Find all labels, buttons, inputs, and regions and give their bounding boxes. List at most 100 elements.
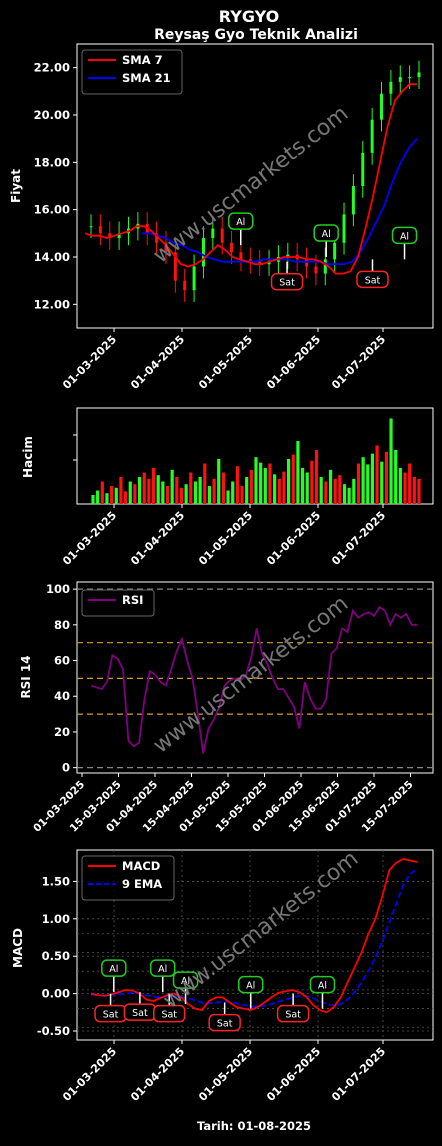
macd-ytick-label: 1.50 bbox=[42, 874, 70, 888]
macd-signal-5-box bbox=[172, 971, 199, 989]
macd-signal-1-label: Al bbox=[109, 964, 118, 975]
volume-bar bbox=[291, 454, 295, 504]
volume-bar bbox=[259, 462, 263, 504]
volume-bar bbox=[296, 441, 300, 504]
volume-bar bbox=[408, 463, 412, 504]
sma7-line bbox=[84, 83, 417, 275]
price-candle-body bbox=[211, 228, 215, 239]
price-candle-body bbox=[117, 233, 121, 239]
price-candle-body bbox=[351, 186, 355, 215]
rsi-ytick-label: 100 bbox=[46, 582, 70, 596]
volume-bar bbox=[235, 466, 239, 504]
volume-bar bbox=[137, 477, 142, 504]
macd-legend-label: MACD bbox=[122, 859, 160, 873]
volume-bar bbox=[417, 478, 421, 504]
price-signal-3-box bbox=[356, 270, 389, 289]
volume-bar bbox=[352, 478, 356, 504]
volume-bar bbox=[384, 451, 388, 504]
price-ytick-label: 20.00 bbox=[34, 108, 70, 122]
price-candle-body bbox=[314, 266, 318, 274]
macd-signal-7-label: Al bbox=[246, 981, 255, 992]
macd-signal-3-label: Al bbox=[158, 964, 167, 975]
volume-bar bbox=[333, 478, 337, 504]
price-candle-body bbox=[220, 228, 224, 243]
volume-bar bbox=[165, 486, 170, 504]
volume-bar bbox=[124, 491, 128, 504]
macd-ylabel: MACD bbox=[11, 928, 25, 968]
volume-bar bbox=[254, 457, 258, 504]
volume-bar bbox=[305, 472, 309, 504]
volume-bar bbox=[300, 468, 305, 504]
price-candle-body bbox=[183, 280, 187, 291]
price-signal-4-box bbox=[391, 226, 418, 245]
price-candle-body bbox=[89, 226, 93, 228]
price-candle-body bbox=[173, 252, 177, 281]
price-signal-4-label: Al bbox=[400, 231, 409, 242]
price-candle-body bbox=[361, 152, 365, 186]
volume-bar bbox=[96, 490, 100, 504]
volume-ylabel: Hacim bbox=[21, 436, 35, 478]
macd-signal-1-box bbox=[101, 959, 127, 977]
volume-bar bbox=[212, 478, 216, 504]
price-candle-body bbox=[98, 226, 102, 234]
volume-bar bbox=[338, 475, 342, 504]
volume-bar bbox=[203, 463, 207, 504]
price-candle-body bbox=[201, 238, 205, 267]
volume-bar bbox=[189, 472, 193, 504]
volume-bar bbox=[389, 418, 393, 504]
price-candle-body bbox=[267, 261, 271, 265]
volume-bar bbox=[328, 469, 333, 504]
price-candle-body bbox=[155, 233, 159, 243]
price-ytick-label: 14.00 bbox=[34, 250, 70, 264]
macd-signal-7-box bbox=[237, 975, 264, 994]
price-candle-body bbox=[342, 214, 346, 243]
price-signal-3-label: Sat bbox=[365, 275, 381, 286]
volume-bar bbox=[193, 481, 198, 504]
macd-signal-4-label: Sat bbox=[161, 1010, 177, 1021]
price-signal-1-box bbox=[270, 272, 304, 291]
volume-bar bbox=[221, 472, 225, 504]
footer-date: Tarih: 01-08-2025 bbox=[197, 1119, 311, 1133]
macd-ytick-label: -0.50 bbox=[37, 1024, 70, 1038]
macd-signal-3-box bbox=[149, 959, 176, 977]
rsi-ytick-label: 0 bbox=[62, 761, 70, 775]
price-ytick-label: 12.00 bbox=[34, 297, 70, 311]
macd-signal-8-label: Sat bbox=[285, 1010, 301, 1021]
price-signal-0-box bbox=[228, 212, 254, 230]
volume-bar bbox=[175, 477, 179, 504]
volume-bar bbox=[287, 459, 291, 504]
price-candle-body bbox=[370, 119, 374, 153]
volume-bar bbox=[184, 484, 188, 504]
volume-bar bbox=[110, 486, 114, 504]
macd-signal-0-label: Sat bbox=[103, 1010, 119, 1021]
macd-signal-8-box bbox=[276, 1004, 310, 1023]
price-candle-body bbox=[258, 261, 262, 265]
volume-bar bbox=[356, 463, 361, 504]
rsi-ytick-label: 40 bbox=[54, 689, 70, 703]
price-ytick-label: 18.00 bbox=[34, 155, 70, 169]
volume-bar bbox=[198, 477, 202, 504]
rsi-ytick-label: 80 bbox=[54, 618, 70, 632]
macd-ytick-label: 0.00 bbox=[42, 987, 70, 1001]
volume-bar bbox=[114, 487, 118, 504]
chart-title: RYGYO bbox=[219, 7, 279, 26]
volume-bar bbox=[310, 460, 314, 504]
price-ylabel: Fiyat bbox=[9, 169, 23, 203]
rsi-ytick-label: 20 bbox=[54, 725, 70, 739]
volume-bar bbox=[231, 481, 235, 504]
volume-bar bbox=[161, 481, 165, 504]
price-ytick-label: 22.00 bbox=[34, 61, 70, 75]
macd-signal-4-box bbox=[152, 1004, 186, 1023]
rsi-ytick-label: 60 bbox=[54, 654, 70, 668]
price-candle-body bbox=[239, 252, 243, 260]
volume-bar bbox=[142, 472, 146, 504]
volume-bar bbox=[268, 463, 272, 504]
volume-bar bbox=[314, 450, 319, 504]
macd-signal-6-box bbox=[208, 1013, 241, 1032]
macd-signal-2-label: Sat bbox=[132, 1008, 148, 1019]
rsi-line bbox=[90, 605, 417, 754]
volume-bar bbox=[347, 487, 351, 504]
macd-legend-label: 9 EMA bbox=[122, 877, 162, 891]
macd-frame bbox=[76, 849, 434, 1041]
